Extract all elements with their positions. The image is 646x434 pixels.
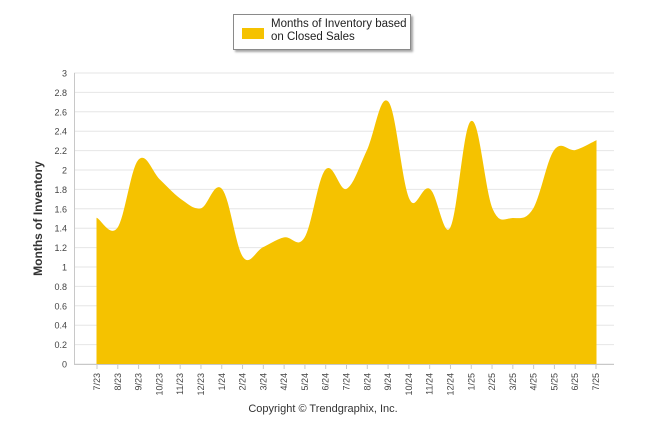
y-tick-label: 1	[62, 263, 67, 273]
axes	[74, 73, 614, 369]
x-tick-label: 8/24	[362, 373, 372, 391]
legend-swatch	[242, 28, 264, 39]
area-series	[96, 100, 597, 365]
x-tick-label: 2/25	[487, 373, 497, 391]
y-tick-labels: 0 0.2 0.4 0.6 0.8 1 1.2 1.4 1.6 1.8 2 2.2 2.4 2.6 2.8 3	[54, 69, 67, 370]
x-tick-label: 5/24	[300, 373, 310, 391]
y-tick-label: 2.8	[54, 88, 67, 98]
y-tick-label: 3	[62, 69, 67, 79]
x-tick-label: 1/25	[466, 373, 476, 391]
y-tick-label: 1.2	[54, 243, 67, 253]
x-tick-label: 8/23	[113, 373, 123, 391]
x-tick-label: 3/24	[258, 373, 268, 391]
x-tick-label: 10/23	[154, 373, 164, 396]
x-tick-label: 6/25	[570, 373, 580, 391]
chart-legend: Months of Inventory based on Closed Sale…	[233, 14, 411, 50]
y-tick-label: 0.2	[54, 340, 67, 350]
y-tick-label: 2.2	[54, 146, 67, 156]
x-tick-label: 12/24	[445, 373, 455, 396]
y-tick-label: 1.4	[54, 224, 67, 234]
x-tick-label: 11/23	[175, 373, 185, 395]
y-tick-label: 0.4	[54, 321, 67, 331]
x-tick-labels: 7/23 8/23 9/23 10/23 11/23 12/23 1/24 2/24 3/24 4…	[92, 373, 601, 396]
y-tick-label: 2.4	[54, 127, 67, 137]
x-tick-label: 4/25	[529, 373, 539, 391]
x-tick-label: 7/24	[342, 373, 352, 391]
x-tick-label: 6/24	[321, 373, 331, 391]
x-tick-label: 11/24	[425, 373, 435, 395]
x-tick-label: 10/24	[404, 373, 414, 396]
x-tick-label: 4/24	[279, 373, 289, 391]
x-tick-label: 12/23	[196, 373, 206, 396]
y-tick-label: 1.6	[54, 204, 67, 214]
copyright-text: Copyright © Trendgraphix, Inc.	[248, 403, 398, 415]
area-fill-series	[96, 100, 597, 365]
x-tick-label: 5/25	[549, 373, 559, 391]
y-axis-label: Months of Inventory	[31, 161, 45, 276]
x-tick-label: 3/25	[508, 373, 518, 391]
legend-label: Months of Inventory based on Closed Sale…	[271, 18, 407, 43]
y-tick-label: 0.6	[54, 301, 67, 311]
y-tick-label: 2.6	[54, 107, 67, 117]
y-tick-label: 0.8	[54, 282, 67, 292]
y-tick-label: 2	[62, 166, 67, 176]
y-tick-label: 0	[62, 360, 67, 370]
x-tick-label: 7/25	[591, 373, 601, 391]
y-tick-label: 1.8	[54, 185, 67, 195]
x-tick-label: 1/24	[217, 373, 227, 391]
x-tick-label: 9/23	[134, 373, 144, 391]
x-tick-label: 2/24	[238, 373, 248, 391]
x-tick-label: 7/23	[92, 373, 102, 391]
x-tick-label: 9/24	[383, 373, 393, 391]
